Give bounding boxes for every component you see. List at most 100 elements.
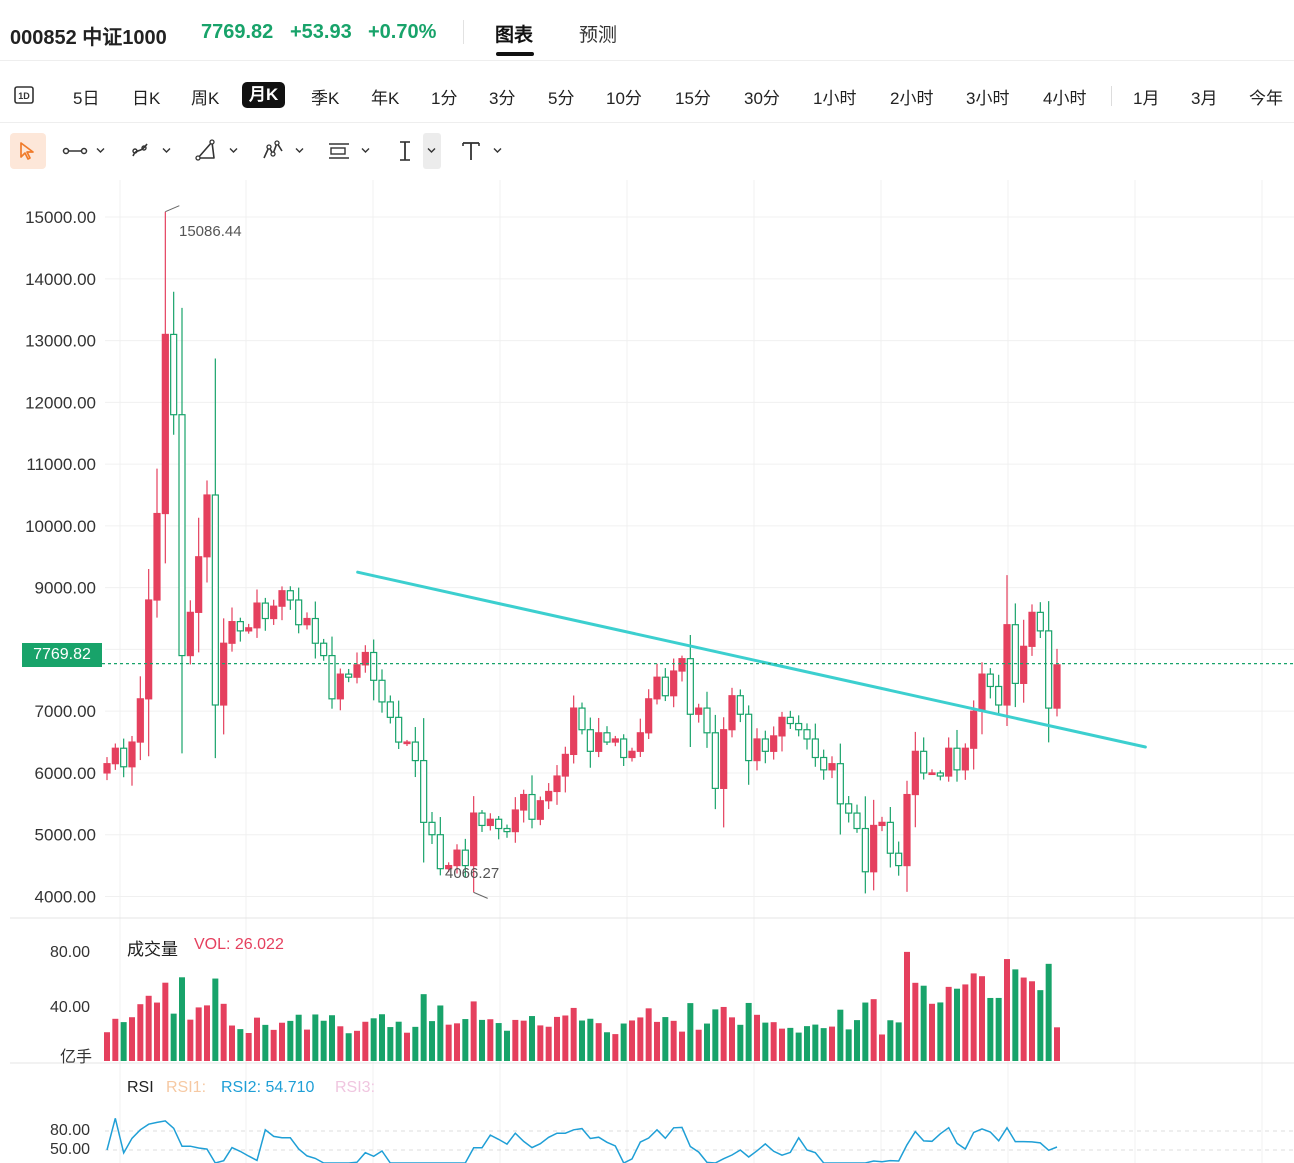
candle-body bbox=[728, 695, 736, 731]
header-divider bbox=[463, 20, 464, 44]
period-30min[interactable]: 30分 bbox=[744, 89, 780, 108]
volume-bar bbox=[804, 1026, 810, 1061]
candle-body bbox=[503, 827, 511, 833]
volume-ytick: 80.00 bbox=[50, 944, 91, 961]
high-marker-line bbox=[165, 205, 180, 213]
volume-title: 成交量 bbox=[127, 940, 178, 959]
candle-body bbox=[303, 617, 311, 626]
candle-body bbox=[453, 849, 461, 867]
period-4h[interactable]: 4小时 bbox=[1043, 89, 1087, 108]
period-3h[interactable]: 3小时 bbox=[966, 89, 1010, 108]
volume-bar bbox=[845, 1029, 852, 1061]
volume-bar bbox=[295, 1014, 302, 1061]
chevron-down-icon[interactable] bbox=[493, 146, 502, 155]
period-5min[interactable]: 5分 bbox=[548, 89, 575, 108]
chevron-down-icon[interactable] bbox=[229, 146, 238, 155]
candle-body bbox=[803, 729, 811, 740]
period-month-k[interactable]: 月K bbox=[242, 82, 286, 108]
period-3-month[interactable]: 3月 bbox=[1191, 89, 1218, 108]
chevron-down-icon[interactable] bbox=[295, 146, 304, 155]
period-1h[interactable]: 1小时 bbox=[813, 89, 857, 108]
volume-bar bbox=[187, 1019, 194, 1061]
brush-icon[interactable] bbox=[129, 139, 151, 161]
triangle-icon[interactable] bbox=[195, 139, 217, 161]
volume-bar bbox=[537, 1025, 544, 1061]
pointer-icon[interactable] bbox=[18, 141, 38, 161]
period-week-k[interactable]: 周K bbox=[191, 89, 220, 108]
candle-body bbox=[478, 812, 486, 827]
volume-bar bbox=[1004, 959, 1010, 1061]
candle-body bbox=[603, 732, 611, 743]
volume-bar bbox=[1037, 990, 1044, 1061]
candle-body bbox=[986, 673, 994, 688]
candle-body bbox=[311, 617, 319, 644]
price-axis-tick: 5000.00 bbox=[35, 826, 96, 845]
period-quarter-k[interactable]: 季K bbox=[311, 89, 340, 108]
period-year-k[interactable]: 年K bbox=[371, 89, 400, 108]
candle-body bbox=[670, 670, 678, 697]
candle-body bbox=[770, 735, 778, 752]
candle-body bbox=[511, 809, 519, 833]
period-15min[interactable]: 15分 bbox=[675, 89, 711, 108]
text-icon[interactable] bbox=[460, 139, 482, 163]
trendline-drawing bbox=[356, 570, 1147, 749]
volume-bar bbox=[445, 1024, 452, 1061]
candle-body bbox=[678, 658, 686, 672]
candle-body bbox=[711, 732, 719, 789]
candle-body bbox=[945, 747, 953, 777]
candle-body bbox=[661, 676, 669, 697]
period-1-month[interactable]: 1月 bbox=[1133, 89, 1160, 108]
volume-bar bbox=[354, 1030, 360, 1061]
volume-bar bbox=[745, 1002, 752, 1061]
chevron-down-icon[interactable] bbox=[361, 146, 370, 155]
candle-body bbox=[545, 790, 553, 802]
period-day-k[interactable]: 日K bbox=[132, 89, 161, 108]
candle-body bbox=[378, 679, 386, 703]
candle-body bbox=[528, 793, 536, 820]
candle-body bbox=[236, 621, 244, 632]
volume-bar bbox=[462, 1019, 469, 1061]
period-10min[interactable]: 10分 bbox=[606, 89, 642, 108]
trendline bbox=[356, 570, 1147, 749]
volume-bar bbox=[704, 1023, 710, 1061]
period-divider-line bbox=[0, 122, 1294, 123]
text-cursor-icon[interactable] bbox=[395, 139, 415, 163]
volume-bar bbox=[129, 1017, 135, 1061]
calendar-1d-icon[interactable]: 1D bbox=[12, 84, 36, 106]
candle-body bbox=[445, 864, 453, 870]
text-block-icon[interactable] bbox=[327, 140, 351, 162]
period-ytd[interactable]: 今年 bbox=[1249, 89, 1283, 108]
volume-bar bbox=[937, 1002, 944, 1061]
tab-forecast[interactable]: 预测 bbox=[579, 25, 618, 46]
chevron-down-icon[interactable] bbox=[427, 146, 436, 155]
chart-grid bbox=[10, 180, 1294, 1163]
candle-body bbox=[220, 642, 228, 706]
pattern-icon[interactable] bbox=[261, 139, 285, 161]
tab-chart[interactable]: 图表 bbox=[495, 25, 534, 46]
volume-bar bbox=[895, 1022, 902, 1061]
candle-body bbox=[536, 800, 544, 820]
candle-body bbox=[195, 556, 203, 613]
volume-bar bbox=[754, 1014, 760, 1061]
volume-bar bbox=[237, 1029, 244, 1061]
chevron-down-icon[interactable] bbox=[96, 146, 105, 155]
price-change: +53.93 bbox=[290, 21, 352, 43]
candle-body bbox=[470, 812, 478, 867]
period-1min[interactable]: 1分 bbox=[431, 89, 458, 108]
candle-body bbox=[561, 753, 569, 777]
period-3min[interactable]: 3分 bbox=[489, 89, 516, 108]
candle-body bbox=[753, 738, 761, 762]
volume-bar bbox=[512, 1019, 519, 1061]
volume-bar bbox=[245, 1033, 252, 1061]
period-2h[interactable]: 2小时 bbox=[890, 89, 934, 108]
candle-body bbox=[570, 707, 578, 756]
volume-value: VOL: 26.022 bbox=[194, 936, 284, 953]
candle-body bbox=[128, 741, 136, 768]
candle-body bbox=[878, 821, 886, 827]
chevron-down-icon[interactable] bbox=[162, 146, 171, 155]
period-5d[interactable]: 5日 bbox=[73, 89, 100, 108]
price-axis-tick: 11000.00 bbox=[26, 455, 96, 474]
rsi3-label: RSI3: bbox=[335, 1079, 376, 1096]
segment-icon[interactable] bbox=[62, 141, 88, 161]
